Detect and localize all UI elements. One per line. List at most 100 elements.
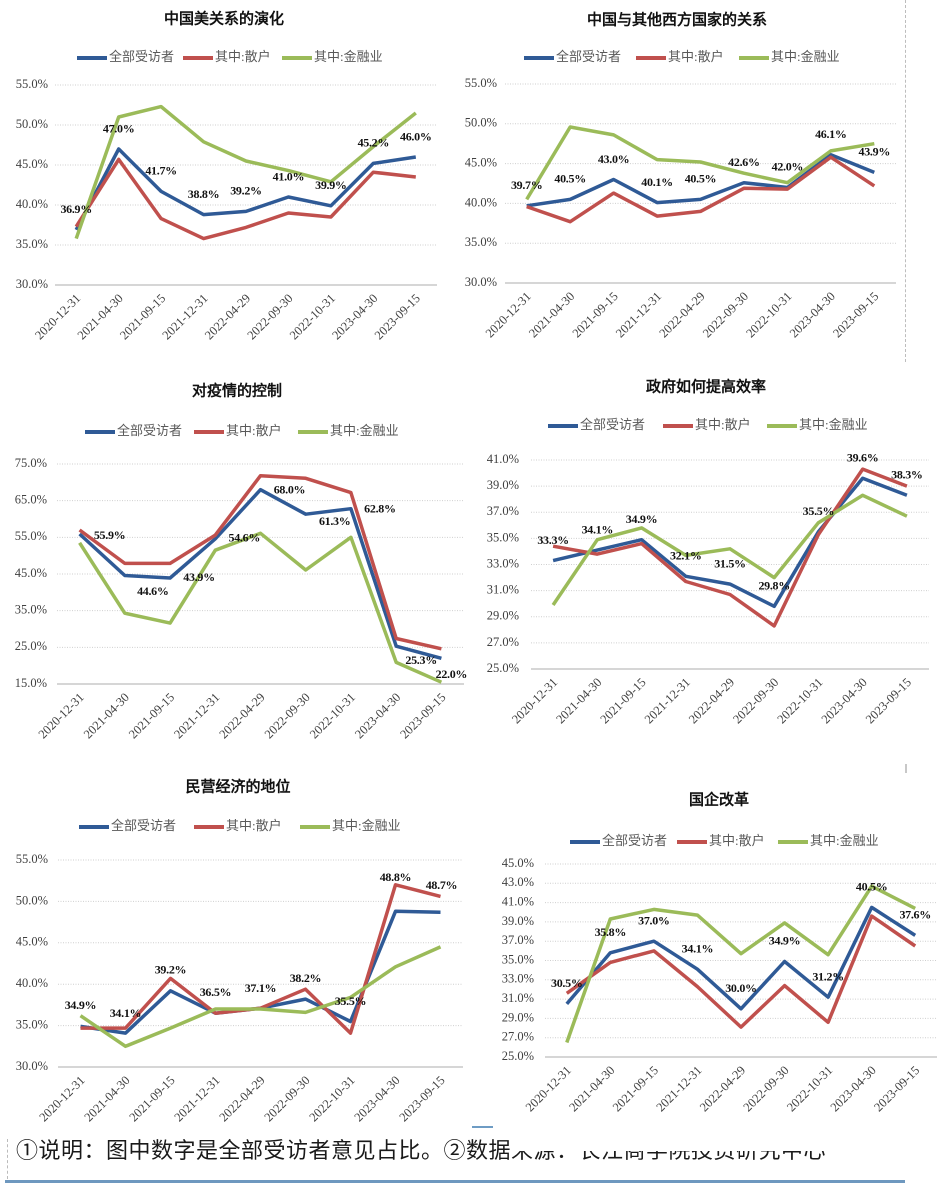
legend-label: 全部受访者 <box>117 423 182 438</box>
x-tick-label: 2022-10-31 <box>306 1073 357 1124</box>
y-tick-label: 25.0% <box>502 1049 534 1063</box>
data-label: 43.0% <box>598 152 630 166</box>
data-label: 30.5% <box>551 976 583 990</box>
y-tick-label: 37.0% <box>502 933 534 947</box>
legend-label: 其中:金融业 <box>330 423 399 438</box>
x-tick-label: 2020-12-31 <box>36 1073 87 1124</box>
legend-label: 其中:散户 <box>668 49 724 64</box>
data-label: 22.0% <box>436 667 468 681</box>
data-label: 42.0% <box>772 160 804 174</box>
x-tick-label: 2021-09-15 <box>598 675 649 726</box>
y-tick-label: 41.0% <box>487 452 519 466</box>
data-label: 35.8% <box>595 925 627 939</box>
x-tick-label: 2022-04-29 <box>656 289 707 340</box>
y-tick-label: 39.0% <box>487 478 519 492</box>
series-line-finance <box>74 104 417 240</box>
y-tick-label: 50.0% <box>465 116 497 130</box>
data-label: 43.9% <box>859 145 891 159</box>
y-tick-label: 39.0% <box>502 914 534 928</box>
x-tick-label: 2021-04-30 <box>81 690 132 741</box>
legend-label: 其中:金融业 <box>799 417 868 432</box>
x-tick-label: 2020-12-31 <box>483 289 534 340</box>
y-tick-label: 40.0% <box>16 197 48 211</box>
series-line-all-respondents <box>74 147 417 231</box>
legend-item: 其中:散户 <box>194 818 282 833</box>
x-tick-label: 2023-04-30 <box>787 289 838 340</box>
data-label: 68.0% <box>274 482 306 496</box>
y-tick-label: 45.0% <box>502 856 534 870</box>
chart-legend: 全部受访者 其中:散户 其中:金融业 <box>570 833 879 848</box>
legend-item: 全部受访者 <box>570 833 667 848</box>
chart-legend: 全部受访者 其中:散户 其中:金融业 <box>524 49 840 64</box>
y-tick-label: 30.0% <box>465 275 497 289</box>
y-tick-label: 41.0% <box>502 894 534 908</box>
x-tick-label: 2023-09-15 <box>871 1063 922 1114</box>
x-tick-label: 2021-12-31 <box>171 690 222 741</box>
series-line-retail <box>565 914 917 1029</box>
chart-legend: 全部受访者 其中:散户 其中:金融业 <box>77 49 383 64</box>
legend-label: 其中:金融业 <box>771 49 840 64</box>
x-tick-label: 2022-09-30 <box>741 1063 792 1114</box>
data-label: 54.6% <box>229 531 261 545</box>
y-tick-label: 45.0% <box>16 935 48 949</box>
y-tick-label: 30.0% <box>16 1059 48 1073</box>
data-label: 31.5% <box>714 556 746 570</box>
x-tick-label: 2020-12-31 <box>523 1063 574 1114</box>
data-label: 40.5% <box>685 172 717 186</box>
legend-label: 其中:金融业 <box>810 833 879 848</box>
x-tick-label: 2021-04-30 <box>566 1063 617 1114</box>
x-tick-label: 2022-09-30 <box>730 675 781 726</box>
data-label: 55.9% <box>94 528 126 542</box>
data-label: 46.1% <box>815 127 847 141</box>
legend-item: 其中:金融业 <box>739 49 840 64</box>
x-tick-label: 2022-09-30 <box>262 690 313 741</box>
series-line-finance <box>79 945 442 1049</box>
data-label: 37.1% <box>245 981 277 995</box>
legend-label: 全部受访者 <box>602 833 667 848</box>
y-tick-label: 15.0% <box>15 676 47 690</box>
x-tick-label: 2023-04-30 <box>828 1063 879 1114</box>
y-tick-label: 35.0% <box>16 237 48 251</box>
y-tick-label: 55.0% <box>465 76 497 90</box>
legend-item: 其中:金融业 <box>300 818 401 833</box>
legend-label: 全部受访者 <box>556 49 621 64</box>
legend-item: 全部受访者 <box>77 49 174 64</box>
data-label: 46.0% <box>400 129 432 143</box>
data-label: 61.3% <box>319 514 351 528</box>
data-label: 37.6% <box>899 908 931 922</box>
y-tick-label: 40.0% <box>465 195 497 209</box>
x-tick-label: 2022-04-29 <box>216 690 267 741</box>
legend-item: 其中:散户 <box>183 49 271 64</box>
x-tick-label: 2021-12-31 <box>171 1073 222 1124</box>
legend-item: 其中:金融业 <box>767 417 868 432</box>
dashed-divider <box>905 0 906 362</box>
legend-item: 其中:散户 <box>636 49 724 64</box>
legend-item: 全部受访者 <box>79 818 176 833</box>
y-tick-label: 29.0% <box>502 1010 534 1024</box>
footer-rule <box>5 1180 905 1183</box>
data-label: 25.3% <box>405 653 437 667</box>
x-tick-label: 2021-12-31 <box>642 675 693 726</box>
data-label: 35.5% <box>803 504 835 518</box>
footer-crop-mask <box>512 1136 884 1151</box>
y-tick-label: 45.0% <box>16 157 48 171</box>
x-tick-label: 2022-04-29 <box>216 1073 267 1124</box>
data-label: 34.1% <box>682 941 714 955</box>
y-tick-label: 50.0% <box>16 117 48 131</box>
legend-item: 其中:散户 <box>194 423 282 438</box>
y-tick-label: 35.0% <box>15 603 47 617</box>
legend-label: 其中:散户 <box>695 417 751 432</box>
data-label: 43.9% <box>183 570 215 584</box>
series-line-finance <box>551 493 908 606</box>
y-tick-label: 25.0% <box>15 639 47 653</box>
series-line-retail <box>552 467 908 628</box>
data-label: 40.1% <box>641 175 673 189</box>
data-label: 35.5% <box>335 994 367 1008</box>
legend-item: 全部受访者 <box>85 423 182 438</box>
data-label: 30.0% <box>725 981 757 995</box>
x-tick-label: 2021-12-31 <box>613 289 664 340</box>
y-tick-label: 31.0% <box>487 583 519 597</box>
legend-item: 其中:散户 <box>677 833 765 848</box>
legend-item: 其中:金融业 <box>298 423 399 438</box>
x-tick-label: 2021-09-15 <box>570 289 621 340</box>
